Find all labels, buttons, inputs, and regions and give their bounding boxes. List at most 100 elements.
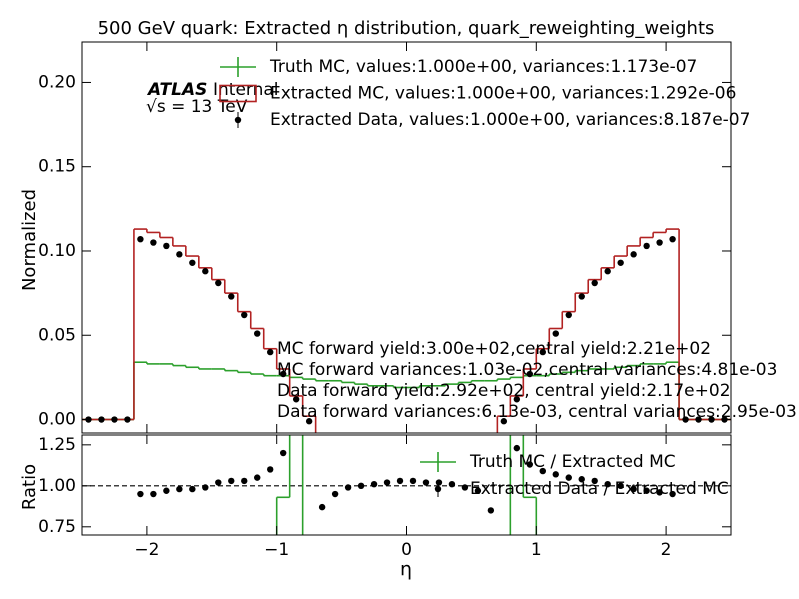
data-point [384,450,390,456]
y-tick-label: 1.25 [38,435,76,455]
data-point [695,416,702,423]
legend-label: Extracted Data, values:1.000e+00, varian… [270,110,750,130]
data-point [591,279,598,287]
data-point [513,444,521,452]
data-point [410,450,416,456]
data-point [643,242,650,250]
data-point [163,242,170,250]
data-point [331,490,339,498]
y-tick-label: 0.75 [38,517,76,537]
legend-label: Extracted Data / Extracted MC [470,479,729,499]
x-tick-label: 1 [531,540,542,560]
data-point [462,450,468,456]
data-point [189,259,196,266]
data-point [436,450,442,456]
x-tick-label: −1 [264,540,289,560]
data-point [565,474,572,481]
data-point [215,279,222,287]
plot-area [82,435,731,535]
x-tick-label: 2 [661,540,672,560]
data-point [513,396,521,403]
data-point [552,330,559,337]
data-point [254,330,261,337]
legend-label: Extracted MC, values:1.000e+00, variance… [270,84,736,104]
data-point [461,484,469,491]
data-point [474,487,482,494]
data-point [656,239,663,246]
data-point [617,482,624,490]
y-tick-label: 0.10 [38,241,76,261]
data-point [448,480,456,488]
data-point [163,487,170,494]
data-point [137,490,144,498]
y-tick-label: 0.15 [38,157,76,177]
x-tick-label: −2 [134,540,159,560]
data-point [630,485,637,493]
y-tick-label: 0.00 [38,410,76,430]
data-point [176,251,183,258]
data-point [228,293,235,300]
legend-marker [219,84,257,103]
annotation: Data forward variances:6.13e-03, central… [277,402,797,422]
data-point [487,507,495,514]
x-tick-label: 0 [401,540,412,560]
data-point [150,490,157,498]
data-point [279,449,287,457]
data-point [604,480,611,488]
annotation: MC forward yield:3.00e+02,central yield:… [277,339,711,359]
legend-label: Truth MC / Extracted MC [469,452,676,472]
data-point [383,479,391,486]
annotation: Data forward yield:2.92e+02, central yie… [277,381,731,401]
data-point [682,416,689,423]
y-tick-label: 0.05 [38,325,76,345]
data-point [124,416,131,423]
data-point [396,477,404,485]
legend-marker [234,116,242,124]
data-point [371,450,377,456]
data-point [267,466,274,473]
data-point [552,471,559,478]
data-point [423,450,429,456]
data-point [643,487,650,494]
annotation: MC forward variances:1.03e-02,central va… [277,360,777,380]
data-point [189,485,196,493]
data-point [202,268,209,275]
data-point [526,461,534,468]
data-point [292,396,300,403]
data-point [241,477,248,485]
data-point [357,482,365,490]
data-point [137,235,144,243]
data-point [449,450,455,456]
x-axis-label: η [400,559,412,581]
data-point [111,416,118,423]
data-point [202,484,209,491]
data-point [176,485,183,493]
legend-label: Truth MC, values:1.000e+00, variances:1.… [269,57,697,77]
data-point [370,480,378,488]
data-point [591,477,598,485]
data-point [539,348,546,356]
data-point [305,418,313,425]
data-point [397,450,403,456]
data-point [215,479,222,486]
data-point [345,450,351,456]
data-point [617,259,624,266]
y-tick-label: 0.20 [38,72,76,92]
data-point [656,489,663,496]
data-point [435,479,443,486]
data-point [318,503,326,511]
data-point [358,450,364,456]
data-point [254,474,261,481]
data-point [150,239,157,246]
data-point [241,311,248,319]
atlas-label: ATLAS [146,80,207,100]
data-point [630,251,637,258]
data-point [669,490,676,498]
data-point [228,477,235,485]
data-point [539,467,546,475]
data-point [319,450,325,456]
data-point [578,476,585,483]
data-point [332,450,338,456]
data-point [409,477,417,485]
